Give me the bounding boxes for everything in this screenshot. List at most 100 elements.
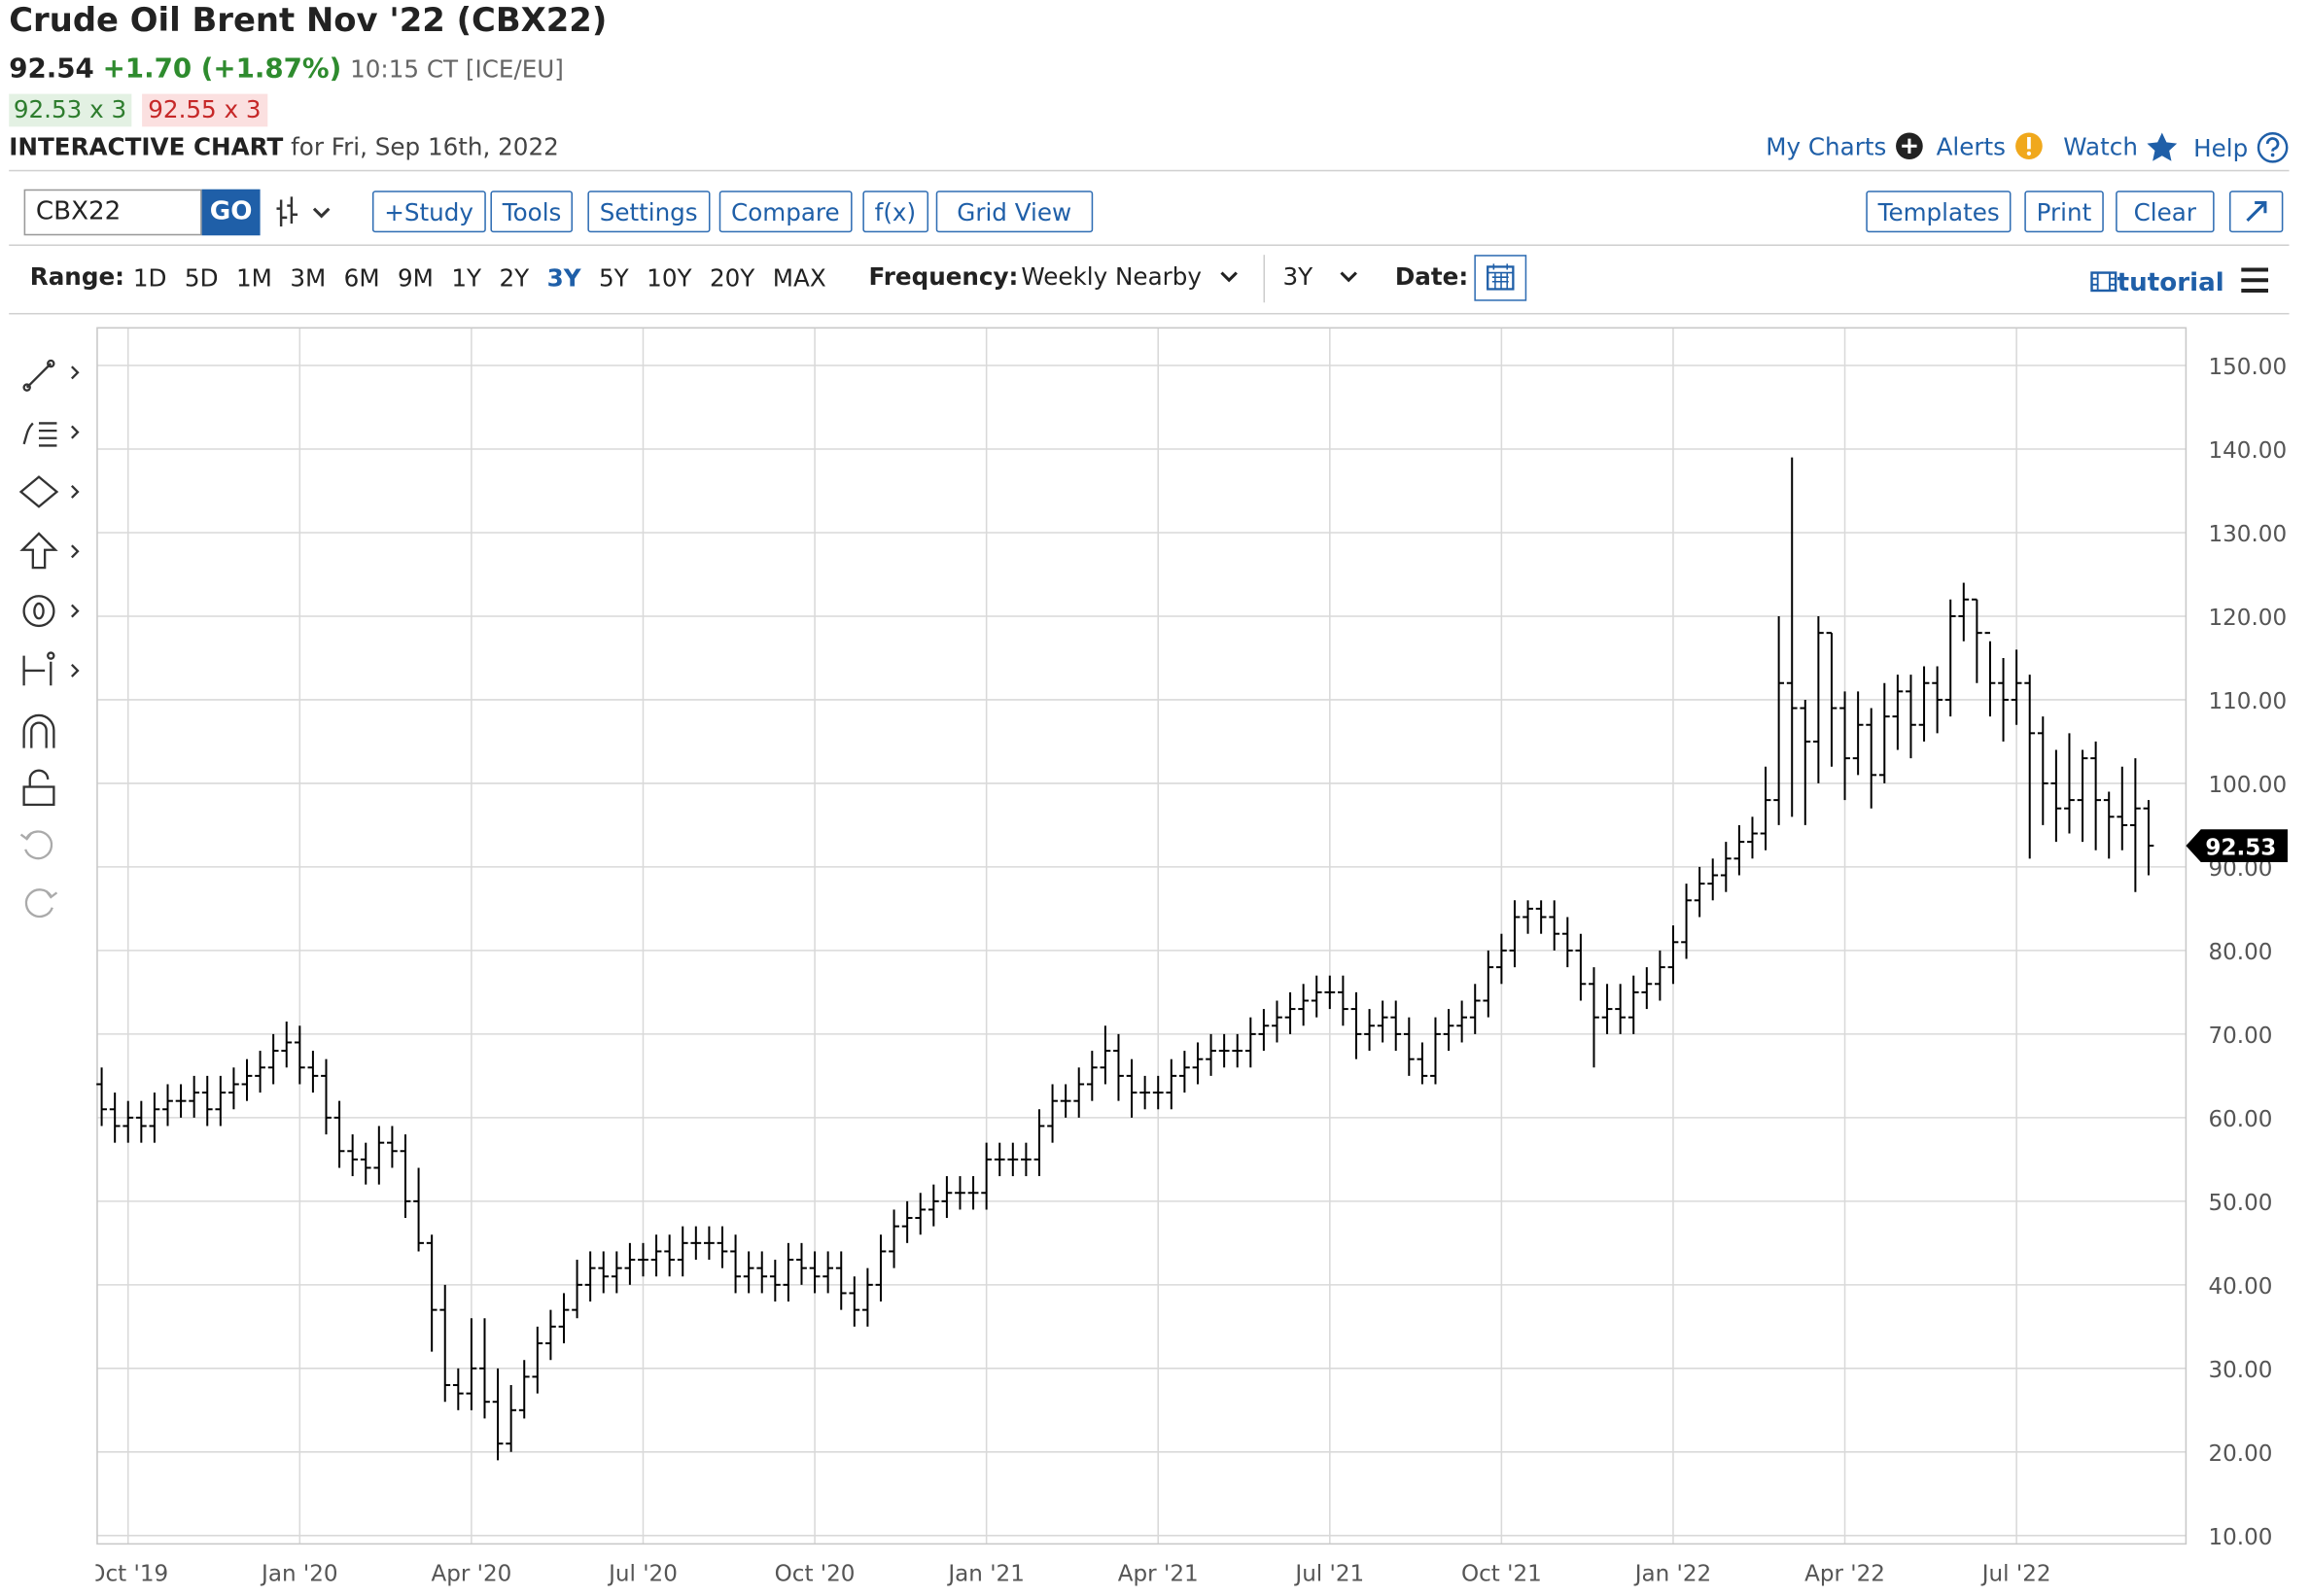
y-tick-label: 40.00 bbox=[2208, 1274, 2272, 1300]
chart-label: INTERACTIVE CHART bbox=[9, 132, 284, 161]
nav-my-charts[interactable]: My Charts bbox=[1766, 131, 1924, 161]
tool-annotation[interactable] bbox=[22, 595, 80, 628]
toolbar-button[interactable]: Templates bbox=[1866, 191, 2012, 233]
x-tick-label: Jul '22 bbox=[1980, 1562, 2051, 1587]
nav-watch[interactable]: Watch bbox=[2063, 131, 2178, 161]
tool-undo[interactable] bbox=[19, 830, 53, 860]
icon-calendar bbox=[1487, 263, 1515, 291]
x-tick-label: Oct '21 bbox=[1461, 1562, 1542, 1587]
plot-frame bbox=[96, 327, 2188, 1545]
range-option[interactable]: 20Y bbox=[709, 263, 755, 293]
x-tick-label: Jan '20 bbox=[260, 1562, 338, 1587]
drawing-tools[interactable] bbox=[18, 359, 80, 918]
price-change: +1.70 (+1.87%) bbox=[102, 53, 342, 86]
range-option[interactable]: 1Y bbox=[451, 263, 482, 293]
nav-label[interactable]: Alerts bbox=[1936, 132, 2006, 161]
icon-chevron bbox=[1219, 271, 1238, 283]
bid: 92.53 x 3 bbox=[9, 93, 131, 127]
nav-help[interactable]: Help bbox=[2193, 131, 2289, 164]
toolbar-button[interactable]: f(x) bbox=[862, 191, 928, 233]
menu-button[interactable] bbox=[2240, 266, 2270, 294]
range-option[interactable]: MAX bbox=[772, 263, 826, 293]
fullscreen-button[interactable] bbox=[2229, 191, 2284, 233]
tool-measure[interactable] bbox=[22, 651, 80, 686]
divider bbox=[9, 312, 2290, 315]
go-button[interactable]: GO bbox=[201, 189, 261, 236]
x-tick-label: Apr '22 bbox=[1804, 1562, 1885, 1587]
tutorial-label[interactable]: tutorial bbox=[2117, 267, 2224, 298]
toolbar-button[interactable]: Settings bbox=[587, 191, 710, 233]
range-option[interactable]: 5D bbox=[184, 263, 219, 293]
nav-label[interactable]: Watch bbox=[2063, 132, 2138, 161]
toolbar-button[interactable]: Grid View bbox=[935, 191, 1093, 233]
y-tick-label: 30.00 bbox=[2208, 1358, 2272, 1383]
frequency-select[interactable]: Weekly Nearby bbox=[1021, 262, 1244, 291]
range-option[interactable]: 2Y bbox=[499, 263, 530, 293]
x-tick-label: Apr '20 bbox=[431, 1562, 511, 1587]
x-tick-label: Jan '21 bbox=[946, 1562, 1025, 1587]
chart-type-picker[interactable] bbox=[275, 193, 338, 232]
divider bbox=[9, 169, 2290, 172]
y-tick-label: 70.00 bbox=[2208, 1024, 2272, 1049]
quote-line: 92.54 +1.70 (+1.87%) 10:15 CT [ICE/EU] bbox=[9, 53, 564, 85]
x-tick-label: Jul '21 bbox=[1293, 1562, 1364, 1587]
icon-film bbox=[2090, 271, 2118, 293]
tutorial-link[interactable]: tutorial bbox=[2090, 268, 2224, 298]
y-tick-label: 60.00 bbox=[2208, 1107, 2272, 1132]
tool-line[interactable] bbox=[22, 359, 80, 392]
icon-chevron bbox=[1340, 271, 1358, 283]
tool-fib[interactable] bbox=[22, 422, 80, 447]
tool-lock[interactable] bbox=[22, 769, 55, 807]
tool-redo[interactable] bbox=[24, 888, 58, 918]
x-tick-label: Jan '22 bbox=[1633, 1562, 1712, 1587]
period-select[interactable]: 3Y bbox=[1283, 262, 1366, 291]
range-option[interactable]: 3Y bbox=[546, 263, 581, 293]
range-option[interactable]: 1D bbox=[132, 263, 167, 293]
tool-magnet[interactable] bbox=[22, 713, 55, 748]
tool-arrow[interactable] bbox=[19, 532, 80, 570]
toolbar-button[interactable]: Print bbox=[2024, 191, 2104, 233]
nav-label[interactable]: Help bbox=[2193, 133, 2249, 163]
x-tick-label: Oct '20 bbox=[775, 1562, 856, 1587]
x-tick-label: Jul '20 bbox=[607, 1562, 678, 1587]
symbol-input[interactable]: CBX22 bbox=[23, 189, 202, 236]
y-tick-label: 80.00 bbox=[2208, 940, 2272, 965]
range-option[interactable]: 9M bbox=[398, 263, 434, 293]
range-option[interactable]: 3M bbox=[290, 263, 327, 293]
x-tick-label: Oct '19 bbox=[88, 1562, 168, 1587]
tool-shape[interactable] bbox=[18, 475, 80, 508]
icon-star bbox=[2147, 132, 2178, 161]
y-tick-label: 100.00 bbox=[2208, 773, 2287, 798]
icon-help bbox=[2257, 131, 2288, 163]
date-picker[interactable] bbox=[1474, 255, 1527, 301]
toolbar-button[interactable]: +Study bbox=[371, 191, 486, 233]
y-tick-label: 140.00 bbox=[2208, 438, 2287, 464]
nav-label[interactable]: My Charts bbox=[1766, 132, 1887, 161]
toolbar-button[interactable]: Tools bbox=[490, 191, 574, 233]
y-tick-label: 150.00 bbox=[2208, 355, 2287, 380]
y-tick-label: 50.00 bbox=[2208, 1191, 2272, 1216]
separator bbox=[1263, 255, 1266, 303]
price-marker-label: 92.53 bbox=[2205, 835, 2276, 860]
range-option[interactable]: 10Y bbox=[647, 263, 692, 293]
toolbar-button[interactable]: Clear bbox=[2116, 191, 2215, 233]
frequency-value[interactable]: Weekly Nearby bbox=[1021, 261, 1202, 291]
range-label: Range: bbox=[29, 261, 124, 291]
range-option[interactable]: 5Y bbox=[599, 263, 629, 293]
nav-alerts[interactable]: Alerts bbox=[1937, 131, 2044, 161]
range-options: 1D 5D 1M 3M 6M 9M 1Y 2Y 3Y 5Y 10Y 20Y MAX bbox=[133, 263, 826, 292]
icon-plus bbox=[1895, 132, 1923, 160]
y-tick-label: 120.00 bbox=[2208, 606, 2287, 631]
frequency-label: Frequency: bbox=[868, 261, 1019, 291]
range-option[interactable]: 1M bbox=[235, 263, 272, 293]
y-tick-label: 130.00 bbox=[2208, 522, 2287, 547]
ask: 92.55 x 3 bbox=[142, 93, 267, 127]
chart-heading: INTERACTIVE CHART for Fri, Sep 16th, 202… bbox=[9, 132, 559, 160]
toolbar-button[interactable]: Compare bbox=[718, 191, 852, 233]
range-option[interactable]: 6M bbox=[343, 263, 380, 293]
date-label: Date: bbox=[1394, 261, 1469, 291]
period-value[interactable]: 3Y bbox=[1282, 261, 1313, 291]
y-tick-label: 20.00 bbox=[2208, 1441, 2272, 1467]
